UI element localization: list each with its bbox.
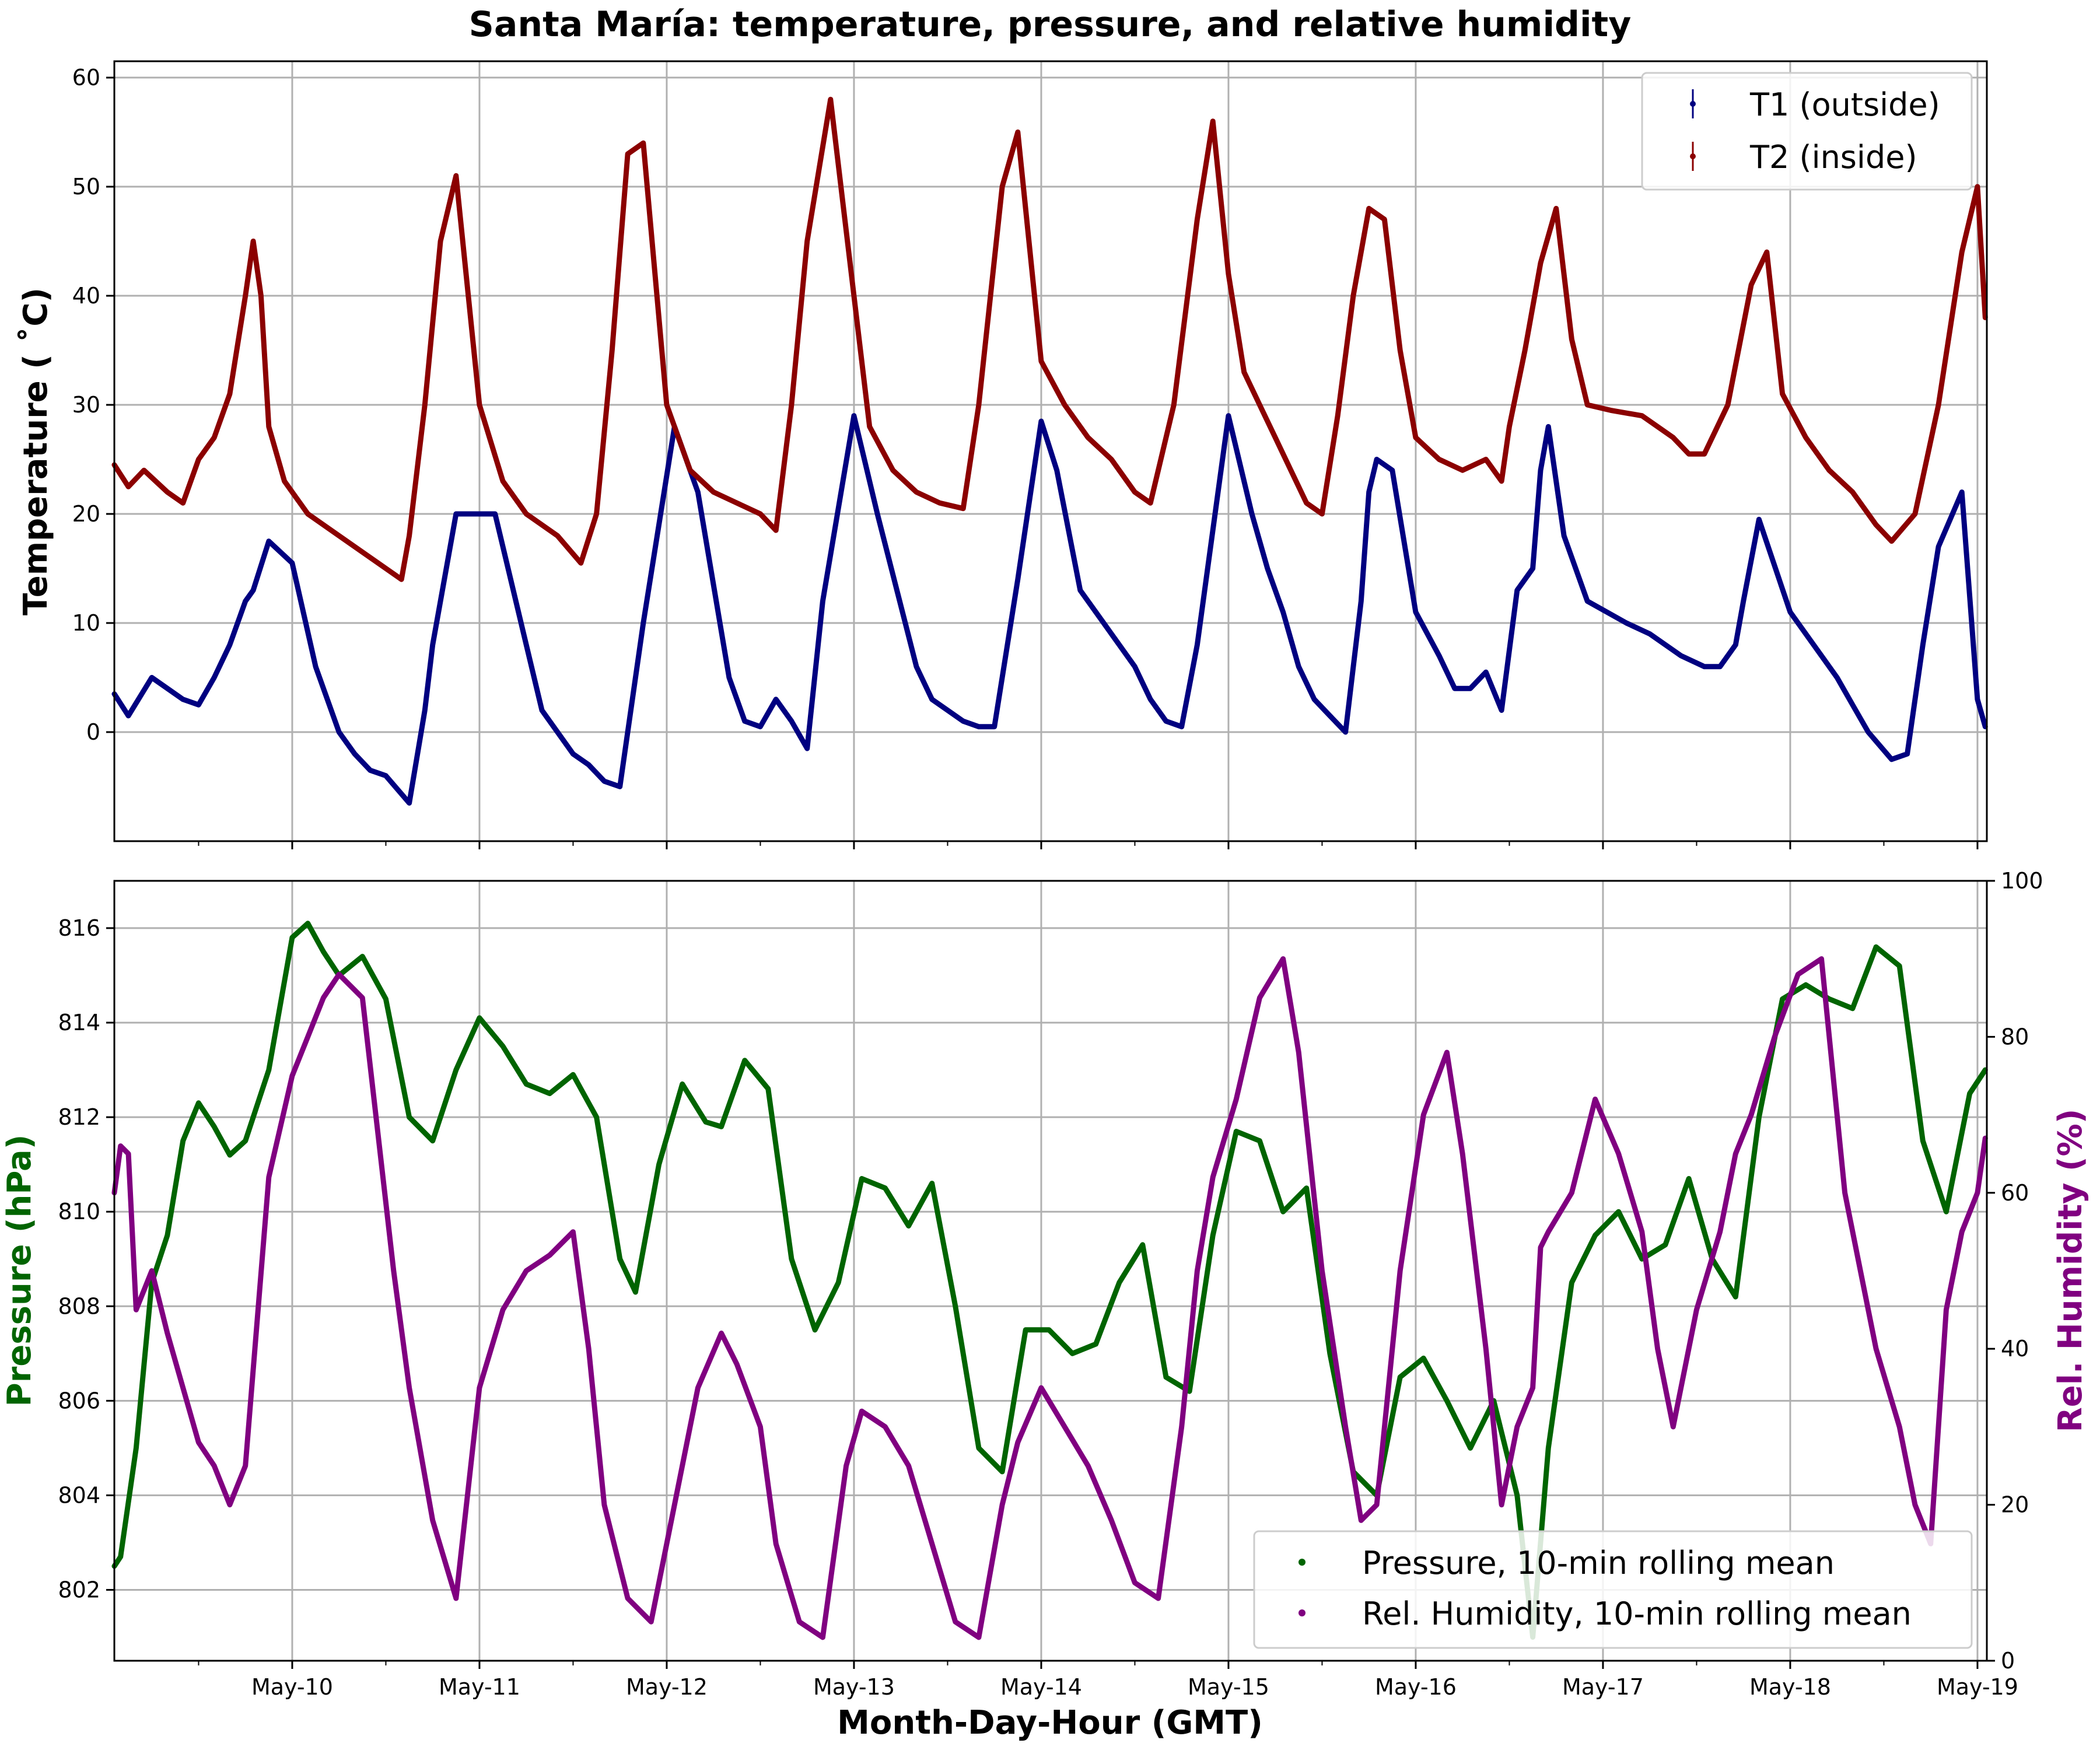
x-tick-label: May-19 <box>1937 1674 2018 1700</box>
temperature-panel: 0 10 20 30 40 50 60 Temperature ( ˚C) T1 (outs… <box>17 60 1988 849</box>
legend-pressure-label: Pressure, 10-min rolling mean <box>1362 1545 1835 1581</box>
legend-t1-label: T1 (outside) <box>1749 86 1940 123</box>
y-tick-label: 802 <box>58 1577 100 1602</box>
series-line-pressure-10-min-rolling-mean <box>111 921 1988 1640</box>
x-tick-label: May-16 <box>1375 1674 1457 1700</box>
y-tick-label: 0 <box>86 719 100 745</box>
humidity-y-axis-label: Rel. Humidity (%) <box>2052 1109 2090 1433</box>
pressure-y-axis-label: Pressure (hPa) <box>1 1135 38 1407</box>
pressure-axes-frame <box>113 880 1988 1662</box>
y-right-tick-label: 40 <box>2001 1336 2029 1362</box>
legend-humidity-marker <box>1298 1609 1306 1616</box>
y-tick-label: 814 <box>58 1010 100 1035</box>
y-right-tick-label: 100 <box>2001 868 2043 894</box>
legend-t2-marker <box>1690 153 1696 159</box>
series-line-t1-outside <box>111 413 1988 806</box>
pressure-legend: Pressure, 10-min rolling mean Rel. Humid… <box>1253 1530 1973 1649</box>
y-tick-label: 816 <box>58 915 100 941</box>
x-tick-label: May-10 <box>251 1674 333 1700</box>
legend-t2-label: T2 (inside) <box>1749 139 1917 176</box>
y-tick-label: 10 <box>72 610 100 636</box>
y-right-tick-label: 20 <box>2001 1492 2029 1518</box>
chart-title: Santa María: temperature, pressure, and … <box>469 4 1632 45</box>
x-tick-label: May-13 <box>813 1674 895 1700</box>
humidity-y-ticks: 0 20 40 60 80 100 <box>1987 868 2043 1674</box>
y-tick-label: 806 <box>58 1388 100 1413</box>
legend-t1-marker <box>1690 101 1696 107</box>
x-tick-label: May-14 <box>1000 1674 1082 1700</box>
y-tick-label: 810 <box>58 1199 100 1224</box>
y-tick-label: 804 <box>58 1482 100 1508</box>
series-line-rel-humidity-10-min-rolling-mean <box>111 956 1988 1640</box>
x-tick-label: May-15 <box>1188 1674 1269 1700</box>
pressure-humidity-panel: 802 804 806 808 810 812 814 816 0 20 40 60 80 100 Ma… <box>1 868 2090 1742</box>
y-tick-label: 30 <box>72 392 100 418</box>
series-line-t2-inside <box>111 96 1988 582</box>
temperature-y-ticks: 0 10 20 30 40 50 60 <box>72 65 114 745</box>
temperature-legend: T1 (outside) T2 (inside) <box>1641 72 1973 191</box>
x-tick-label: May-17 <box>1562 1674 1644 1700</box>
legend-humidity-label: Rel. Humidity, 10-min rolling mean <box>1362 1595 1912 1632</box>
x-tick-label: May-11 <box>439 1674 520 1700</box>
y-right-tick-label: 0 <box>2001 1648 2015 1674</box>
y-tick-label: 50 <box>72 174 100 200</box>
x-ticks: May-10 May-11 May-12 May-13 May-14 May-15 May-… <box>198 1661 2018 1700</box>
x-tick-label: May-18 <box>1749 1674 1831 1700</box>
y-tick-label: 808 <box>58 1293 100 1319</box>
x-tick-label: May-12 <box>626 1674 708 1700</box>
y-tick-label: 20 <box>72 501 100 527</box>
y-right-tick-label: 60 <box>2001 1180 2029 1206</box>
y-tick-label: 812 <box>58 1104 100 1130</box>
temperature-axes-frame <box>113 60 1988 842</box>
pressure-humidity-series <box>111 921 1988 1640</box>
y-tick-label: 60 <box>72 65 100 90</box>
y-tick-label: 40 <box>72 283 100 309</box>
temperature-x-ticks <box>198 841 1979 849</box>
y-right-tick-label: 80 <box>2001 1024 2029 1049</box>
temperature-series <box>111 96 1988 806</box>
pressure-y-ticks: 802 804 806 808 810 812 814 816 <box>58 915 114 1602</box>
pressure-legend-box <box>1253 1530 1973 1649</box>
legend-pressure-marker <box>1298 1559 1306 1566</box>
temperature-legend-box <box>1641 72 1973 191</box>
x-axis-label: Month-Day-Hour (GMT) <box>837 1704 1263 1742</box>
temperature-y-axis-label: Temperature ( ˚C) <box>17 288 55 615</box>
